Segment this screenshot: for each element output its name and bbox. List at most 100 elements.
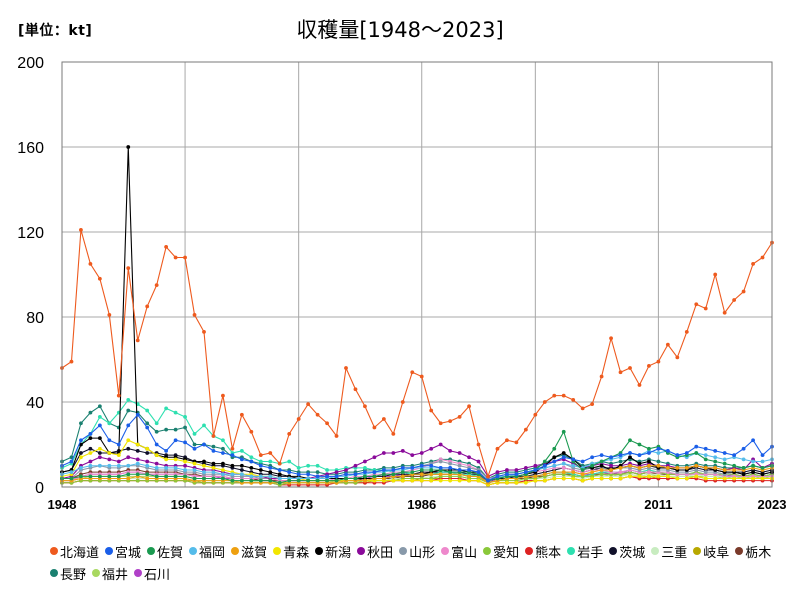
data-point (135, 472, 140, 477)
data-point (514, 480, 519, 485)
data-point (561, 461, 566, 466)
legend: 北海道 宮城 佐賀 福岡 滋賀 青森 新潟 秋田 山形 富山 愛知 熊本 岩手 茨城 三重 岐阜 栃木 長野 福井石… (50, 540, 790, 584)
data-point (609, 468, 613, 472)
data-point (230, 463, 235, 468)
data-point (542, 400, 547, 404)
data-point (173, 465, 178, 470)
data-point (268, 474, 273, 479)
data-point (249, 455, 254, 460)
data-point (684, 476, 689, 481)
data-point (419, 472, 424, 477)
data-point (154, 442, 159, 447)
data-point (363, 465, 367, 470)
data-point (429, 408, 434, 413)
data-point (126, 408, 131, 413)
legend-item: 愛知 (483, 540, 519, 562)
data-point (675, 465, 680, 470)
data-point (760, 453, 765, 458)
data-point (552, 446, 557, 451)
y-tick-label: 160 (17, 140, 44, 157)
data-point (599, 459, 604, 464)
data-point (126, 397, 131, 402)
legend-label: 佐賀 (157, 545, 184, 561)
data-point (732, 476, 737, 481)
legend-marker (147, 547, 156, 555)
legend-marker (399, 547, 408, 555)
data-point (438, 472, 443, 477)
data-point (116, 453, 121, 458)
legend-item: 栃木 (735, 540, 771, 562)
data-point (145, 476, 150, 481)
data-point (552, 455, 557, 460)
legend-item: 佐賀 (147, 540, 183, 562)
legend-label: 熊本 (535, 545, 562, 561)
legend-marker (50, 569, 58, 577)
data-point (164, 474, 169, 479)
data-point (391, 478, 396, 483)
data-point (239, 448, 244, 453)
data-point (230, 472, 235, 477)
data-point (618, 476, 623, 481)
data-point (353, 476, 358, 481)
data-point (325, 474, 329, 479)
data-point (381, 417, 386, 421)
data-point (571, 397, 576, 402)
data-point (325, 478, 329, 483)
data-point (647, 451, 651, 455)
data-point (438, 421, 443, 426)
data-point (258, 474, 263, 479)
data-point (476, 459, 481, 464)
data-point (751, 438, 755, 443)
data-point (202, 459, 206, 464)
series-line (61, 405, 773, 480)
data-point (154, 421, 159, 426)
data-point (97, 423, 102, 428)
data-point (391, 451, 396, 455)
data-point (580, 478, 585, 483)
data-point (609, 455, 613, 460)
data-point (703, 453, 708, 458)
data-point (192, 468, 197, 472)
data-point (192, 461, 197, 466)
data-point (97, 474, 102, 479)
data-point (173, 410, 178, 415)
data-point (542, 463, 547, 468)
data-point (192, 312, 197, 317)
data-point (249, 465, 254, 470)
data-point (97, 436, 102, 441)
series-line (62, 430, 773, 484)
legend-label: 長野 (60, 567, 87, 583)
legend-marker (357, 547, 366, 555)
data-point (183, 463, 187, 468)
data-point (552, 393, 557, 398)
data-point (675, 453, 680, 458)
series-line (61, 439, 772, 486)
legend-marker (273, 547, 282, 555)
data-point (88, 431, 93, 436)
data-point (381, 472, 386, 477)
data-point (628, 438, 632, 443)
data-point (221, 393, 225, 398)
data-point (135, 478, 140, 483)
data-point (192, 431, 197, 436)
data-point (211, 461, 216, 466)
data-point (69, 459, 74, 464)
data-point (277, 472, 282, 477)
data-point (306, 472, 311, 477)
data-point (211, 434, 216, 438)
data-point (419, 451, 424, 455)
data-point (684, 329, 689, 334)
data-point (590, 463, 595, 468)
data-point (97, 451, 102, 455)
data-point (467, 474, 471, 479)
data-point (675, 355, 680, 360)
data-point (135, 338, 140, 343)
data-point (363, 470, 367, 475)
data-point (552, 470, 557, 475)
data-point (448, 470, 453, 475)
data-point (722, 468, 727, 472)
data-point (713, 465, 718, 470)
data-point (618, 453, 623, 458)
data-point (741, 446, 746, 451)
data-point (486, 474, 490, 479)
